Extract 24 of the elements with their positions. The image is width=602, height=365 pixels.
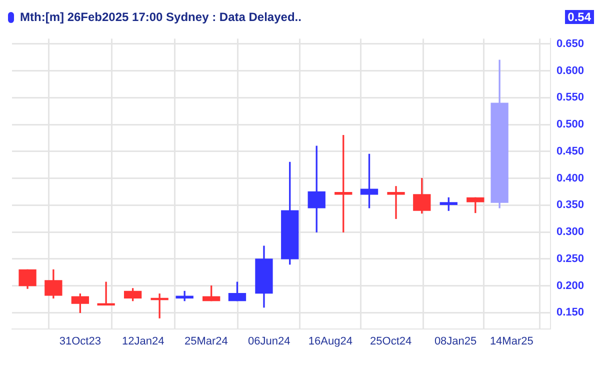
y-tick-label: 0.500 — [556, 118, 584, 131]
x-tick-label: 14Mar25 — [490, 335, 534, 348]
x-tick-label: 06Jun24 — [248, 335, 290, 348]
x-tick-label: 12Jan24 — [122, 335, 164, 348]
y-tick-label: 0.350 — [556, 199, 584, 212]
candlestick — [150, 294, 168, 318]
y-tick-label: 0.150 — [556, 306, 584, 319]
y-tick-label: 0.300 — [556, 226, 584, 238]
y-tick-label: 0.200 — [556, 280, 584, 292]
x-tick-label: 25Mar24 — [184, 335, 228, 348]
y-tick-label: 0.450 — [556, 145, 584, 158]
text: 0.54 — [564, 10, 594, 24]
y-tick-label: 0.250 — [556, 252, 584, 265]
y-tick-label: 0.550 — [556, 92, 584, 104]
candlestick — [387, 186, 405, 219]
y-tick-label: 0.400 — [556, 172, 584, 184]
x-tick-label: 16Aug24 — [308, 335, 352, 348]
chart-title: Mth:[m] 26Feb2025 17:00 Sydney : Data Delayed.. — [20, 10, 302, 24]
y-tick-label: 0.650 — [556, 38, 584, 50]
x-tick-label: 31Oct23 — [59, 335, 101, 348]
x-tick-label: 08Jan25 — [434, 335, 477, 348]
candlestick — [97, 282, 115, 306]
x-tick-label: 25Oct24 — [370, 335, 412, 348]
y-tick-label: 0.600 — [556, 64, 584, 77]
